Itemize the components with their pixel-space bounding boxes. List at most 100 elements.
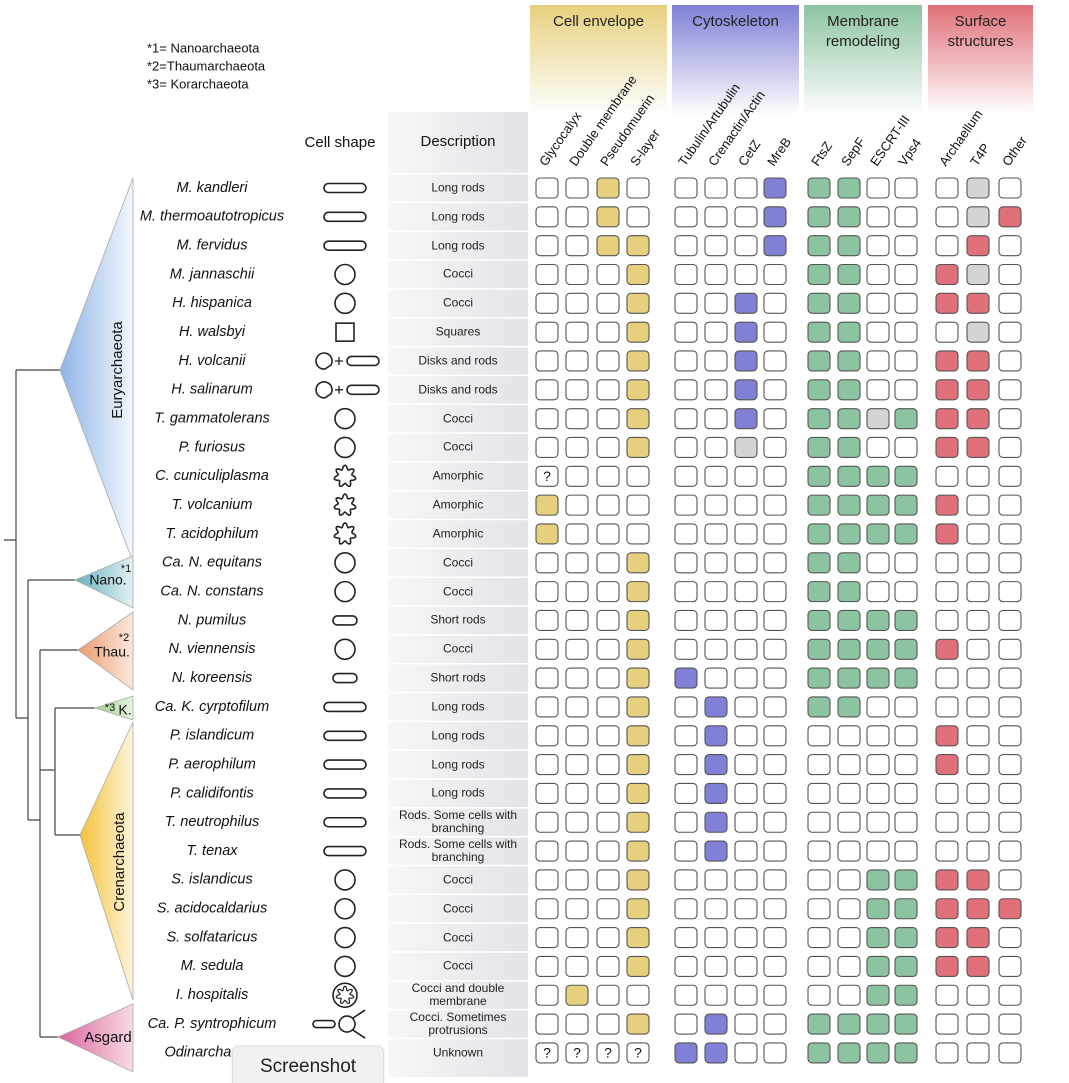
presence-cell (704, 1042, 728, 1064)
presence-cell (565, 523, 589, 545)
clade-label: Asgard (84, 1029, 132, 1046)
presence-cell (565, 782, 589, 804)
cell-shape (323, 788, 367, 799)
presence-cell (565, 552, 589, 574)
presence-cell (998, 263, 1022, 286)
cell-shape (315, 352, 333, 370)
cell-shape (312, 1019, 336, 1029)
presence-cell (763, 955, 787, 977)
presence-cell (535, 955, 559, 977)
species-name: M. sedula (181, 958, 244, 974)
presence-cell (535, 379, 559, 401)
description: Cocci (442, 266, 473, 281)
presence-cell (966, 667, 990, 689)
presence-cell (998, 609, 1022, 632)
presence-cell (626, 638, 650, 660)
presence-cell (837, 177, 861, 199)
species-name: N. koreensis (172, 670, 253, 686)
presence-cell (674, 177, 698, 199)
presence-cell (837, 638, 861, 660)
presence-cell (866, 235, 890, 257)
presence-cell (998, 408, 1022, 430)
presence-cell (998, 696, 1022, 718)
group-title: Membrane remodeling (825, 13, 901, 50)
description: Long rods (431, 699, 485, 714)
presence-cell (734, 754, 758, 776)
presence-cell (998, 898, 1022, 920)
presence-cell (704, 292, 728, 314)
presence-cell (674, 725, 698, 747)
presence-cell (626, 927, 650, 949)
description: Short rods (430, 612, 486, 627)
presence-cell (966, 263, 990, 286)
presence-cell (837, 840, 861, 862)
presence-cell (763, 581, 787, 603)
presence-cell (596, 667, 620, 689)
presence-cell (596, 984, 620, 1006)
description: Long rods (431, 728, 485, 743)
presence-cell (807, 494, 831, 516)
presence-cell (837, 609, 861, 632)
presence-cell (565, 235, 589, 257)
presence-cell (837, 206, 861, 228)
presence-cell (966, 494, 990, 516)
cell-shape (334, 407, 356, 430)
presence-cell (535, 869, 559, 891)
presence-cell (866, 263, 890, 286)
presence-cell (674, 263, 698, 286)
species-name: H. hispanica (172, 295, 252, 311)
presence-cell (734, 379, 758, 401)
presence-cell (837, 235, 861, 257)
clade-label: K. (118, 702, 131, 718)
species-name: I. hospitalis (176, 987, 249, 1003)
presence-cell (704, 552, 728, 574)
presence-cell (807, 350, 831, 372)
cell-shape (334, 638, 356, 661)
cell-shape (323, 816, 367, 828)
presence-cell (596, 754, 620, 776)
description: Cocci (442, 555, 473, 570)
presence-cell (935, 235, 959, 257)
presence-cell (807, 552, 831, 574)
presence-cell (626, 235, 650, 257)
presence-cell (674, 754, 698, 776)
presence-cell (763, 840, 787, 862)
presence-cell (807, 638, 831, 660)
presence-cell (998, 927, 1022, 949)
screenshot-button[interactable]: Screenshot (232, 1046, 384, 1083)
presence-cell (966, 408, 990, 430)
presence-cell (704, 696, 728, 718)
presence-cell (837, 581, 861, 603)
column-label: Vps4 (895, 136, 924, 169)
presence-cell (935, 292, 959, 314)
species-name: T. gammatolerans (154, 410, 270, 426)
presence-cell (894, 350, 918, 372)
presence-cell (894, 927, 918, 949)
presence-cell (966, 581, 990, 603)
clade-label: Euryarchaeota (109, 321, 126, 419)
description-column (388, 112, 528, 1077)
presence-cell (966, 638, 990, 660)
presence-cell (998, 436, 1022, 459)
presence-cell (734, 609, 758, 632)
presence-cell (763, 1013, 787, 1035)
presence-cell (866, 350, 890, 372)
presence-cell (596, 206, 620, 228)
cell-shape (333, 522, 357, 545)
presence-cell (704, 984, 728, 1006)
presence-cell (734, 235, 758, 257)
presence-cell (998, 840, 1022, 862)
presence-cell (596, 177, 620, 199)
presence-cell (704, 206, 728, 228)
presence-cell (596, 927, 620, 949)
presence-cell (807, 408, 831, 430)
presence-cell (596, 350, 620, 372)
presence-cell (866, 1013, 890, 1035)
species-name: Ca. P. syntrophicum (148, 1016, 277, 1032)
presence-cell (998, 465, 1022, 487)
presence-cell (837, 263, 861, 286)
presence-cell (596, 235, 620, 257)
presence-cell (866, 811, 890, 833)
description: Cocci (442, 439, 473, 454)
presence-cell (763, 292, 787, 314)
